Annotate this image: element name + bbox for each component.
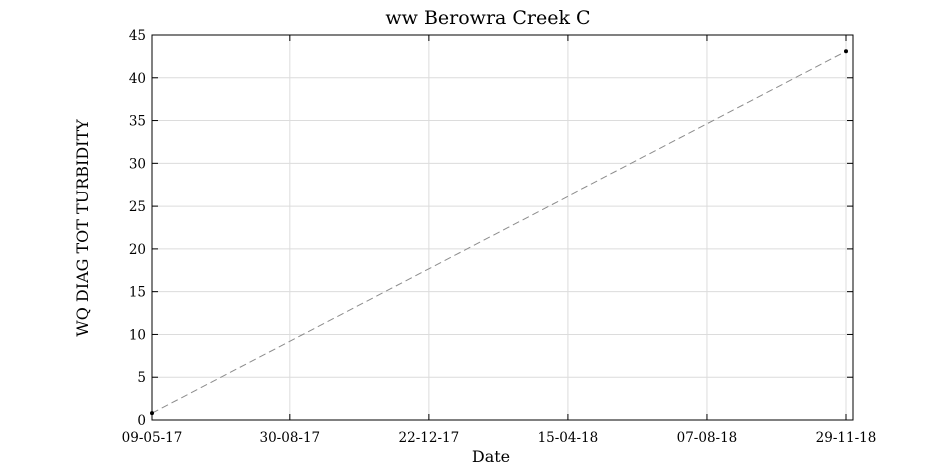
x-tick-label: 15-04-18 [538,430,599,446]
data-point [844,49,848,54]
y-tick-label: 25 [129,199,146,215]
y-tick-label: 35 [129,114,146,130]
y-tick-label: 40 [129,71,146,87]
x-tick-label: 09-05-17 [122,430,183,446]
x-tick-label: 30-08-17 [259,430,320,446]
series-line [151,50,847,414]
x-tick-label: 22-12-17 [399,430,460,446]
y-tick-label: 20 [129,242,146,258]
y-axis-label: WQ DIAG TOT TURBIDITY [73,119,92,337]
y-tick-label: 0 [137,413,146,429]
y-tick-label: 45 [129,28,146,44]
plot-frame [151,34,854,421]
grid [151,34,853,421]
y-tick-label: 30 [129,156,146,172]
chart-title: ww Berowra Creek C [385,7,590,29]
y-tick-label: 5 [137,370,146,386]
y-tick-label: 15 [129,285,146,301]
x-tick-label: 07-08-18 [677,430,738,446]
series [150,49,848,416]
y-tick-label: 10 [129,327,146,343]
x-axis-label: Date [472,447,510,466]
ticks: 0 5 10 15 20 25 30 35 40 45 09-05-17 30-08-17 22-12-… [122,28,877,446]
x-tick-label: 29-11-18 [816,430,877,446]
